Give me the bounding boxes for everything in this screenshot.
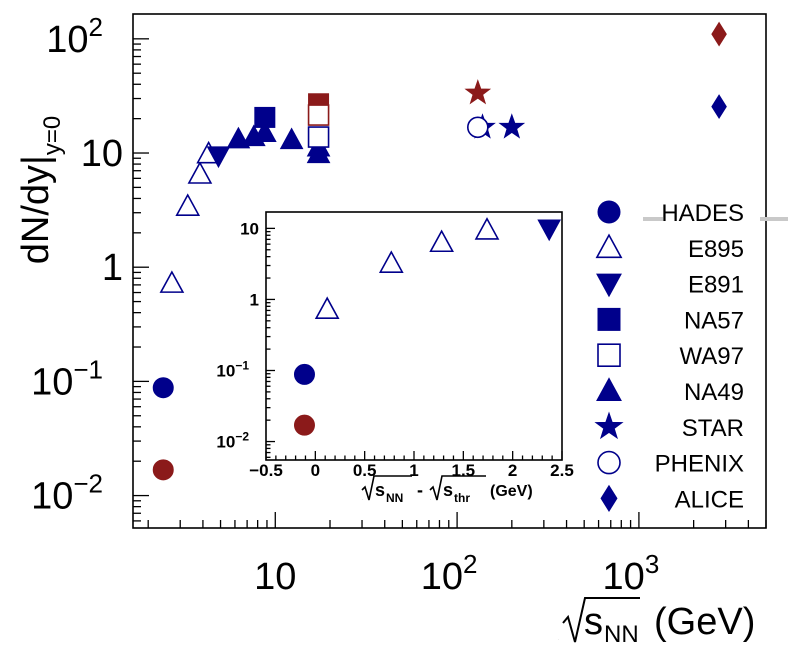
- legend-marker-hades: [597, 200, 621, 224]
- y-label-sub: y=0: [39, 116, 66, 155]
- inset-background: [266, 212, 562, 460]
- inset-radical-2-char: √: [430, 499, 431, 501]
- legend-marker-e891: [596, 273, 622, 298]
- inset-axes: −0.5 0 0.5 1 1.5 2 2.5 10−2 10−1 1 10: [216, 219, 573, 480]
- main-markers: [152, 21, 727, 481]
- main-y-tick-label: 1: [102, 247, 123, 289]
- inset-x-label-s1: s: [375, 480, 385, 500]
- data-point-star: [498, 113, 526, 139]
- data-point-na49: [252, 120, 277, 143]
- data-point-wa97-red: [307, 104, 330, 126]
- legend-marker-alice: [600, 484, 618, 512]
- inset-radical-2: [429, 475, 486, 501]
- data-point-alice: [711, 94, 727, 120]
- x-label-sub: NN: [604, 621, 639, 647]
- inset-y-tick-label: 1: [250, 290, 259, 309]
- inset-radical-1-char: √: [362, 499, 363, 501]
- legend-label-alice: ALICE: [675, 486, 744, 513]
- legend-marker-e895: [595, 233, 623, 259]
- legend-marker-na57: [597, 307, 621, 331]
- inset-data-point-e895: [314, 296, 340, 319]
- inset-x-label-unit: (GeV): [490, 483, 533, 500]
- data-point-e895: [187, 161, 213, 184]
- data-point-hades-red: [152, 459, 174, 481]
- main-x-tick-label: 103: [603, 549, 660, 598]
- main-y-tick-label: 10: [81, 133, 123, 175]
- inset-y-tick-label: 10−1: [216, 358, 249, 380]
- legend-label-phenix: PHENIX: [655, 451, 744, 478]
- inset-data-point-hades-blue: [293, 363, 315, 385]
- main-x-tick-label: 102: [421, 549, 478, 598]
- main-plot-frame: [132, 13, 767, 529]
- x-label-symbol: s: [584, 601, 603, 643]
- data-point-e891: [206, 146, 231, 169]
- data-point-alice-red: [711, 21, 727, 47]
- data-point-wa97: [307, 126, 330, 148]
- legend-label-e895: E895: [688, 236, 744, 263]
- inset-x-axis-label: √ s NN - √ s thr (GeV): [361, 475, 533, 505]
- data-point-hades-blue: [152, 377, 174, 399]
- legend-label-hades: HADES: [661, 200, 744, 227]
- main-x-tick-label: 10: [254, 556, 296, 598]
- legend-marker-wa97: [597, 343, 621, 368]
- inset-data-point-e891: [537, 219, 562, 242]
- main-y-tick-label: 102: [46, 12, 103, 61]
- x-label-radical-char: √: [558, 639, 559, 641]
- main-y-tick-label: 10−1: [31, 354, 103, 403]
- inset-x-label-minus: -: [417, 480, 423, 500]
- data-point-na49: [306, 141, 331, 164]
- inset-data-point-e895: [474, 217, 500, 240]
- inset-data-point-e895: [429, 229, 454, 253]
- legend-marker-na49: [596, 377, 622, 401]
- main-x-axis-label: √ s NN (GeV): [558, 597, 755, 648]
- inset-x-tick-label: 0: [311, 461, 320, 480]
- data-point-e895: [175, 193, 201, 216]
- main-y-axis-label: dN/dy|y=0: [15, 116, 66, 265]
- y-label-main: dN/dy|: [15, 155, 57, 264]
- inset-x-tick-label: 2: [508, 461, 517, 480]
- x-label-unit: (GeV): [654, 601, 755, 643]
- inset-x-label-sub1: NN: [386, 491, 403, 505]
- inset-y-tick-label: 10−2: [216, 430, 249, 452]
- data-point-na57: [254, 106, 276, 128]
- legend-label-na49: NA49: [684, 379, 744, 406]
- inset-x-tick-label: 1.5: [452, 461, 476, 480]
- inset-x-tick-label: 1: [409, 461, 418, 480]
- main-y-tick-label: 10−2: [31, 469, 103, 518]
- inset-x-tick-label: 0.5: [353, 461, 377, 480]
- inset-data-point-e895: [378, 250, 404, 273]
- legend-marker-phenix: [597, 450, 621, 475]
- data-point-e895: [159, 270, 185, 293]
- inset-x-tick-label: −0.5: [249, 461, 283, 480]
- data-point-phenix: [467, 116, 489, 139]
- inset-data-point-hades-red: [293, 414, 315, 436]
- legend-label-e891: E891: [688, 272, 744, 299]
- inset-x-label-s2: s: [443, 480, 453, 500]
- legend-marker-star: [594, 411, 624, 440]
- inset-x-label-sub2: thr: [454, 491, 470, 505]
- inset-x-tick-label: 2.5: [550, 461, 574, 480]
- data-point-na49: [279, 127, 304, 150]
- legend: HADES E895 E891 NA57 WA97 NA49 STAR PHENIX ALICE: [594, 200, 744, 513]
- x-label-radical: [562, 597, 640, 643]
- inset-radical-1: [361, 475, 412, 501]
- legend-label-na57: NA57: [684, 307, 744, 334]
- inset-markers: [293, 217, 562, 436]
- legend-label-wa97: WA97: [680, 343, 744, 370]
- legend-label-star: STAR: [682, 415, 744, 442]
- inset-y-tick-label: 10: [240, 219, 259, 238]
- data-point-star-red: [464, 79, 492, 105]
